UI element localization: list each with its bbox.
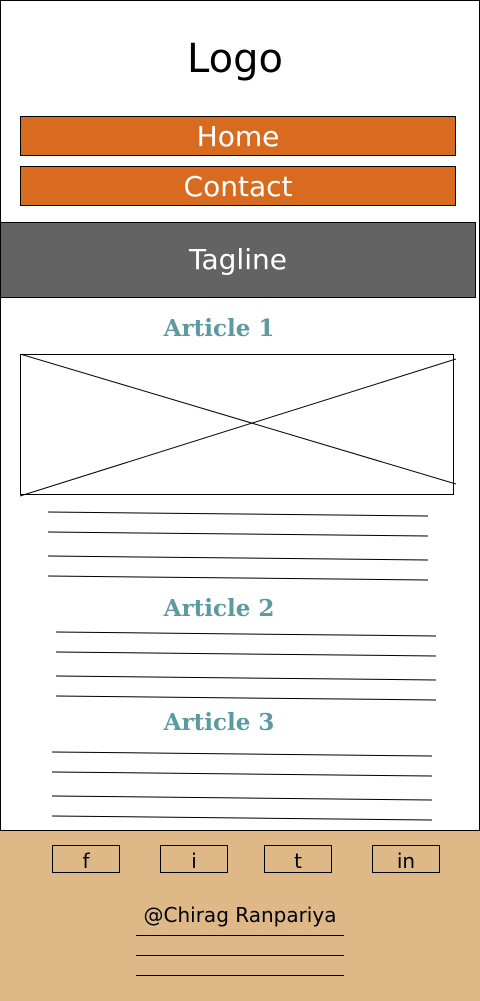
article-text-lines bbox=[47, 511, 437, 821]
article-3-title[interactable]: Article 3 bbox=[163, 709, 275, 736]
footer-line bbox=[136, 935, 344, 936]
tagline-banner: Tagline bbox=[0, 222, 476, 298]
twitter-button[interactable]: t bbox=[264, 845, 332, 873]
footer-credit: @Chirag Ranpariya bbox=[143, 903, 337, 927]
facebook-button[interactable]: f bbox=[52, 845, 120, 873]
article-2-title[interactable]: Article 2 bbox=[163, 595, 275, 622]
instagram-button[interactable]: i bbox=[160, 845, 228, 873]
linkedin-button[interactable]: in bbox=[372, 845, 440, 873]
footer: f i t in @Chirag Ranpariya bbox=[0, 830, 480, 1001]
nav-home-button[interactable]: Home bbox=[20, 116, 456, 156]
logo[interactable]: Logo bbox=[187, 36, 283, 82]
footer-line bbox=[136, 955, 344, 956]
article-1-title[interactable]: Article 1 bbox=[163, 315, 275, 342]
footer-line bbox=[136, 975, 344, 976]
nav-contact-button[interactable]: Contact bbox=[20, 166, 456, 206]
article-1-image-placeholder bbox=[20, 354, 456, 497]
